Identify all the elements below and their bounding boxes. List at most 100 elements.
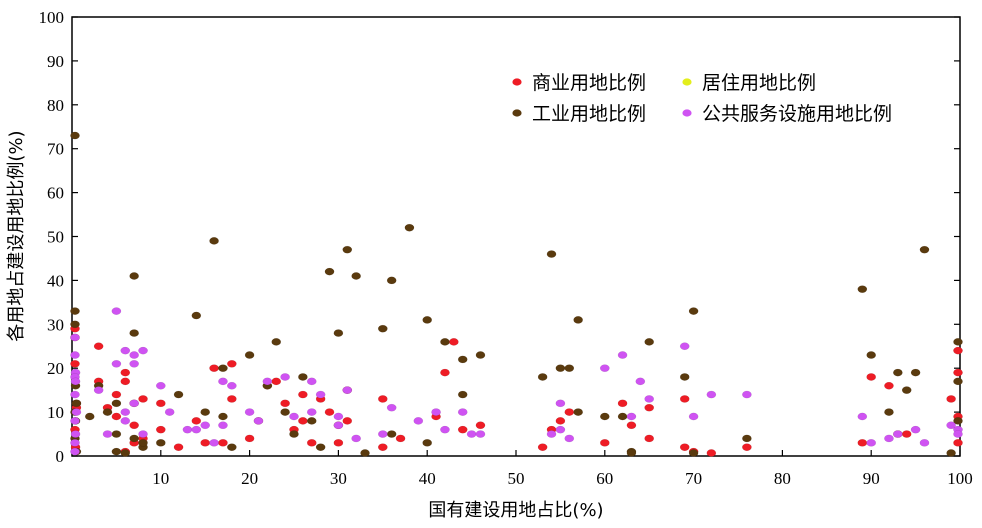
scatter-point-series-2 bbox=[953, 377, 963, 386]
y-tick-label: 30 bbox=[47, 315, 64, 334]
scatter-point-series-2 bbox=[84, 412, 95, 421]
scatter-point-series-2 bbox=[129, 329, 140, 337]
scatter-point-series-2 bbox=[573, 316, 584, 324]
scatter-point-series-3 bbox=[244, 408, 255, 416]
scatter-point-series-0 bbox=[679, 395, 690, 403]
legend-marker bbox=[512, 78, 522, 86]
scatter-point-series-0 bbox=[324, 408, 335, 416]
x-tick-label: 50 bbox=[508, 469, 525, 488]
scatter-point-series-3 bbox=[475, 430, 486, 438]
scatter-point-series-0 bbox=[377, 395, 388, 403]
scatter-point-series-3 bbox=[555, 399, 566, 408]
scatter-point-series-3 bbox=[218, 377, 228, 386]
scatter-point-series-3 bbox=[253, 417, 264, 425]
scatter-point-series-3 bbox=[306, 377, 317, 386]
scatter-point-series-2 bbox=[306, 417, 317, 425]
scatter-point-series-2 bbox=[111, 399, 122, 408]
scatter-point-series-3 bbox=[892, 430, 903, 438]
x-tick-label: 60 bbox=[596, 469, 613, 488]
scatter-point-series-2 bbox=[173, 390, 184, 399]
y-tick-label: 0 bbox=[56, 447, 65, 466]
scatter-point-series-3 bbox=[742, 390, 752, 399]
scatter-point-series-2 bbox=[857, 285, 868, 294]
scatter-point-series-2 bbox=[351, 272, 362, 280]
scatter-point-series-0 bbox=[111, 390, 122, 399]
scatter-point-series-2 bbox=[546, 250, 557, 258]
scatter-point-series-3 bbox=[200, 421, 211, 430]
scatter-point-series-0 bbox=[599, 438, 610, 447]
y-tick-label: 90 bbox=[47, 52, 64, 71]
scatter-point-series-2 bbox=[70, 131, 80, 140]
scatter-point-series-0 bbox=[475, 421, 486, 430]
scatter-point-series-2 bbox=[599, 412, 610, 421]
legend-label: 商业用地比例 bbox=[532, 72, 646, 94]
scatter-point-series-0 bbox=[271, 377, 282, 386]
scatter-point-series-0 bbox=[155, 399, 166, 408]
scatter-point-series-3 bbox=[626, 412, 637, 421]
scatter-point-series-2 bbox=[200, 408, 211, 416]
scatter-point-series-2 bbox=[742, 434, 752, 443]
scatter-point-series-0 bbox=[946, 395, 956, 403]
scatter-point-series-0 bbox=[120, 368, 131, 377]
scatter-point-series-3 bbox=[866, 438, 877, 447]
scatter-point-series-2 bbox=[884, 408, 894, 416]
scatter-point-series-3 bbox=[138, 430, 148, 438]
scatter-point-series-2 bbox=[226, 443, 237, 452]
scatter-point-series-0 bbox=[173, 443, 184, 452]
scatter-point-series-0 bbox=[333, 438, 344, 447]
scatter-point-series-0 bbox=[901, 430, 912, 438]
scatter-point-series-0 bbox=[440, 368, 450, 377]
scatter-point-series-3 bbox=[102, 430, 113, 438]
scatter-point-series-3 bbox=[440, 425, 450, 434]
y-tick-label: 50 bbox=[47, 228, 64, 247]
scatter-point-series-2 bbox=[946, 449, 956, 457]
scatter-point-series-0 bbox=[953, 368, 963, 377]
x-tick-label: 70 bbox=[685, 469, 702, 488]
scatter-point-series-2 bbox=[679, 373, 690, 381]
scatter-point-series-2 bbox=[342, 245, 353, 254]
scatter-point-series-3 bbox=[70, 430, 81, 438]
scatter-point-series-3 bbox=[120, 346, 131, 355]
scatter-point-series-0 bbox=[155, 425, 166, 434]
scatter-point-series-0 bbox=[120, 377, 131, 386]
scatter-point-series-3 bbox=[679, 342, 690, 351]
scatter-point-series-0 bbox=[111, 412, 122, 421]
scatter-point-series-3 bbox=[93, 386, 104, 394]
legend-marker bbox=[682, 109, 692, 117]
scatter-point-series-3 bbox=[70, 417, 80, 425]
scatter-point-series-2 bbox=[333, 329, 344, 337]
scatter-point-series-3 bbox=[377, 430, 388, 438]
legend-label: 公共服务设施用地比例 bbox=[702, 103, 892, 125]
scatter-point-series-3 bbox=[644, 395, 655, 403]
scatter-point-series-3 bbox=[280, 373, 290, 381]
y-axis: 0 10 20 30 40 50 60 70 80 90 100 bbox=[39, 8, 960, 466]
scatter-point-series-2 bbox=[901, 386, 912, 394]
scatter-point-series-2 bbox=[138, 438, 148, 447]
scatter-point-series-0 bbox=[395, 434, 406, 443]
scatter-point-series-2 bbox=[71, 399, 82, 408]
scatter-point-series-3 bbox=[70, 390, 80, 399]
scatter-point-series-0 bbox=[342, 417, 353, 425]
scatter-point-series-2 bbox=[129, 434, 140, 443]
scatter-point-series-3 bbox=[111, 307, 122, 315]
x-tick-label: 10 bbox=[152, 469, 169, 488]
scatter-point-series-3 bbox=[138, 346, 148, 355]
scatter-point-series-3 bbox=[431, 408, 441, 416]
scatter-point-series-2 bbox=[422, 438, 433, 447]
scatter-point-series-2 bbox=[289, 430, 299, 438]
scatter-point-series-3 bbox=[120, 417, 131, 425]
scatter-point-series-3 bbox=[71, 408, 82, 416]
x-axis-title: 国有建设用地占比(%) bbox=[428, 500, 603, 521]
scatter-point-series-0 bbox=[209, 364, 219, 373]
x-tick-label: 80 bbox=[774, 469, 791, 488]
legend-marker bbox=[512, 109, 522, 117]
scatter-point-series-2 bbox=[111, 447, 122, 456]
scatter-point-series-2 bbox=[386, 276, 397, 285]
scatter-point-series-0 bbox=[644, 434, 655, 443]
scatter-point-series-2 bbox=[688, 307, 699, 315]
scatter-point-series-3 bbox=[111, 359, 122, 368]
scatter-point-series-0 bbox=[377, 443, 388, 452]
scatter-point-series-2 bbox=[111, 430, 122, 438]
scatter-point-series-0 bbox=[200, 438, 211, 447]
scatter-point-series-0 bbox=[617, 399, 628, 408]
